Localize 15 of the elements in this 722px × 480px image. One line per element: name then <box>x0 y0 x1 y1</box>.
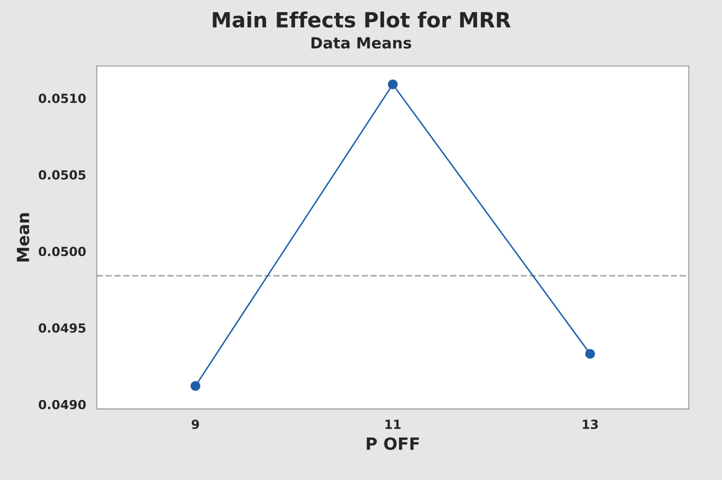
x-tick-label: 11 <box>385 420 401 429</box>
y-tick-label: 0.0510 <box>38 94 86 104</box>
y-tick-label: 0.0505 <box>38 170 86 180</box>
y-tick-label: 0.0490 <box>38 400 86 410</box>
y-tick-label: 0.0500 <box>38 246 86 256</box>
point <box>388 80 398 90</box>
chart-title: Main Effects Plot for MRR <box>212 12 511 28</box>
point <box>190 381 200 391</box>
chart-subtitle: Data Means <box>312 37 412 49</box>
point <box>585 348 595 359</box>
x-tick-label: 9 <box>192 420 199 430</box>
y-tick-label: 0.0495 <box>38 323 86 333</box>
y-axis-title: Mean <box>16 213 30 262</box>
x-axis-title: P OFF <box>366 437 419 450</box>
x-tick-label: 13 <box>582 420 598 430</box>
